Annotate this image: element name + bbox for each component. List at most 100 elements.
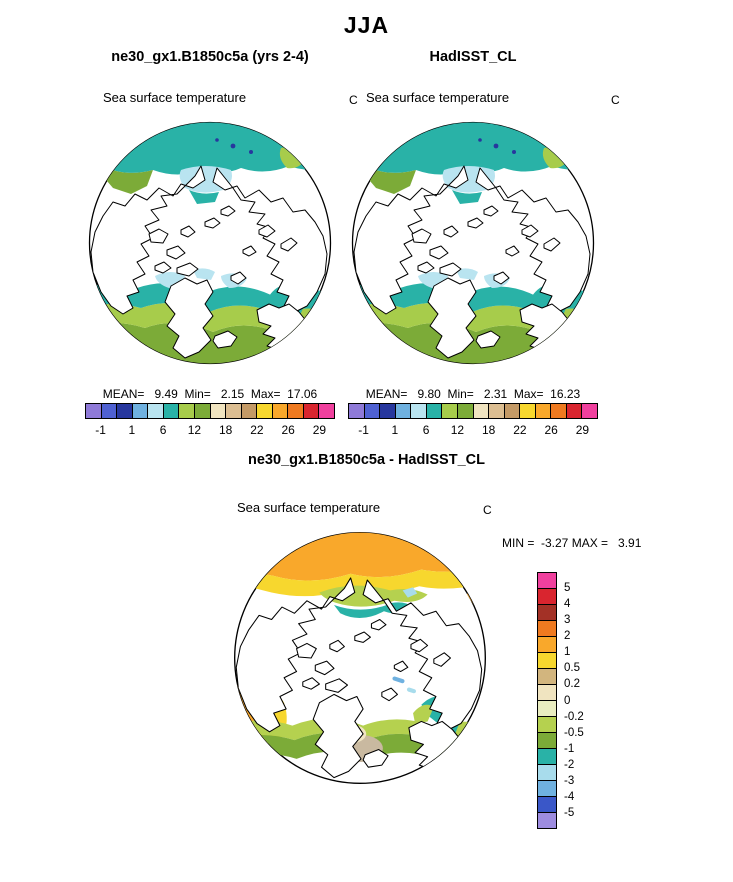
- colorbar-tick-label: -1: [95, 423, 106, 437]
- colorbar-segment: [537, 780, 557, 797]
- colorbar-segment: [537, 636, 557, 653]
- diff-colorbar: [537, 572, 557, 829]
- colorbar-segment: [318, 403, 335, 419]
- colorbar-segment: [271, 403, 289, 419]
- obs-stats: MEAN= 9.80 Min= 2.31 Max= 16.23: [365, 387, 581, 401]
- diff-sst-map: [234, 532, 486, 784]
- colorbar-segment: [363, 403, 381, 419]
- diff-units-label: C: [483, 503, 492, 517]
- colorbar-segment: [488, 403, 505, 419]
- colorbar-tick-label: 0.2: [564, 678, 580, 691]
- diff-subtitle: Sea surface temperature: [237, 500, 381, 515]
- colorbar-tick-label: 26: [281, 423, 295, 437]
- model-panel-title: ne30_gx1.B1850c5a (yrs 2-4): [111, 49, 309, 65]
- figure-title: JJA: [343, 12, 390, 38]
- colorbar-tick-label: -1: [358, 423, 369, 437]
- colorbar-segment: [537, 796, 557, 813]
- colorbar-tick-label: 18: [481, 423, 496, 437]
- colorbar-segment: [472, 403, 490, 419]
- colorbar-tick-label: 2: [564, 630, 571, 643]
- colorbar-segment: [537, 668, 557, 685]
- colorbar-segment: [394, 403, 412, 419]
- colorbar-segment: [534, 403, 552, 419]
- colorbar-tick-label: 3: [564, 614, 571, 627]
- colorbar-tick-label: 1: [391, 423, 399, 437]
- colorbar-tick-label: 6: [422, 423, 430, 437]
- colorbar-tick-label: 22: [513, 423, 527, 437]
- colorbar-tick-label: 1: [564, 646, 571, 659]
- colorbar-segment: [537, 604, 557, 621]
- colorbar-segment: [116, 403, 133, 419]
- colorbar-segment: [537, 700, 557, 717]
- colorbar-segment: [162, 403, 180, 419]
- colorbar-segment: [565, 403, 583, 419]
- colorbar-tick-label: 29: [312, 423, 327, 437]
- colorbar-segment: [287, 403, 304, 419]
- colorbar-segment: [441, 403, 458, 419]
- colorbar-tick-label: 5: [564, 582, 571, 595]
- model-sst-map: [88, 121, 332, 365]
- colorbar-tick-label: -4: [564, 790, 575, 803]
- colorbar-segment: [537, 684, 557, 701]
- diff-colorbar-ticks: 5 4 3 2 1 0.5 0.2 0 -0.2 -0.5 -1 -2 -3 -4 -5: [564, 572, 598, 829]
- colorbar-tick-label: 1: [128, 423, 136, 437]
- colorbar-segment: [348, 403, 365, 419]
- colorbar-segment: [456, 403, 474, 419]
- obs-colorbar-ticks: -1 1 6 12 18 22 26 29: [348, 423, 598, 437]
- colorbar-segment: [537, 716, 557, 733]
- obs-units-label: C: [611, 93, 620, 107]
- colorbar-segment: [503, 403, 521, 419]
- model-stats: MEAN= 9.49 Min= 2.15 Max= 17.06: [102, 387, 318, 401]
- colorbar-segment: [379, 403, 396, 419]
- model-units-label: C: [349, 93, 358, 107]
- diff-panel-title: ne30_gx1.B1850c5a - HadISST_CL: [248, 452, 485, 468]
- colorbar-segment: [410, 403, 427, 419]
- obs-sst-map: [351, 121, 595, 365]
- diff-stats: MIN = -3.27 MAX = 3.91: [502, 536, 642, 550]
- colorbar-tick-label: 26: [544, 423, 558, 437]
- colorbar-segment: [85, 403, 102, 419]
- obs-panel-title: HadISST_CL: [429, 49, 517, 65]
- model-colorbar-ticks: -1 1 6 12 18 22 26 29: [85, 423, 335, 437]
- colorbar-segment: [209, 403, 227, 419]
- colorbar-segment: [550, 403, 567, 419]
- colorbar-tick-label: -5: [564, 806, 575, 819]
- colorbar-tick-label: 0: [564, 694, 571, 707]
- obs-subtitle: Sea surface temperature: [366, 90, 510, 105]
- colorbar-tick-label: -1: [564, 742, 575, 755]
- colorbar-segment: [581, 403, 598, 419]
- colorbar-segment: [225, 403, 242, 419]
- colorbar-tick-label: 12: [187, 423, 202, 437]
- colorbar-segment: [537, 732, 557, 749]
- colorbar-tick-label: 6: [159, 423, 167, 437]
- colorbar-segment: [537, 764, 557, 781]
- colorbar-segment: [256, 403, 273, 419]
- colorbar-segment: [131, 403, 149, 419]
- colorbar-tick-label: 12: [450, 423, 465, 437]
- colorbar-segment: [537, 588, 557, 605]
- colorbar-segment: [178, 403, 195, 419]
- model-colorbar: [85, 403, 335, 419]
- colorbar-tick-label: 4: [564, 598, 571, 611]
- obs-colorbar: [348, 403, 598, 419]
- model-subtitle: Sea surface temperature: [103, 90, 247, 105]
- colorbar-tick-label: 0.5: [564, 662, 580, 675]
- colorbar-segment: [147, 403, 164, 419]
- colorbar-segment: [537, 620, 557, 637]
- colorbar-segment: [425, 403, 443, 419]
- colorbar-segment: [537, 812, 557, 829]
- colorbar-tick-label: -3: [564, 774, 575, 787]
- colorbar-tick-label: 18: [218, 423, 233, 437]
- colorbar-tick-label: 22: [250, 423, 264, 437]
- colorbar-segment: [537, 748, 557, 765]
- colorbar-segment: [537, 652, 557, 669]
- colorbar-tick-label: -0.2: [564, 710, 584, 723]
- colorbar-segment: [519, 403, 536, 419]
- colorbar-segment: [240, 403, 258, 419]
- colorbar-segment: [537, 572, 557, 589]
- colorbar-segment: [302, 403, 320, 419]
- colorbar-segment: [193, 403, 211, 419]
- colorbar-tick-label: -0.5: [564, 726, 584, 739]
- colorbar-tick-label: 29: [575, 423, 590, 437]
